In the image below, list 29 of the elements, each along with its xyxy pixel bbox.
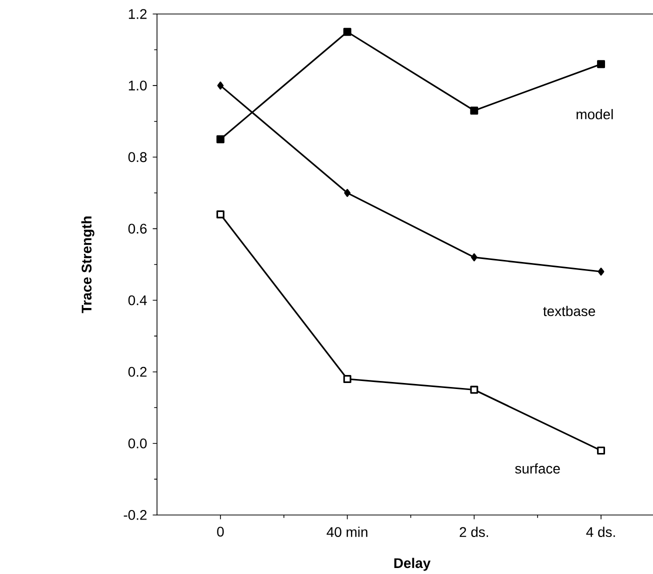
point — [598, 268, 604, 276]
y-axis-title: Trace Strength — [81, 216, 94, 314]
y-tick-label: 1.2 — [128, 9, 147, 19]
x-tick-label: 4 ds. — [586, 526, 615, 538]
point — [216, 135, 224, 144]
x-tick-label: 40 min — [326, 526, 368, 538]
x-axis-title: Delay — [394, 558, 431, 571]
y-tick-label: 0.8 — [128, 152, 147, 162]
point — [344, 188, 350, 197]
y-tick-label: 0.2 — [128, 366, 147, 377]
text: model — [576, 109, 613, 120]
point — [343, 375, 352, 383]
point — [216, 210, 224, 218]
point — [597, 60, 606, 68]
point — [217, 82, 224, 90]
point — [597, 446, 606, 455]
point — [470, 106, 478, 115]
x-tick-label: 2 ds. — [460, 526, 488, 538]
point — [343, 28, 352, 36]
x-tick-label: 0 — [217, 526, 224, 537]
text: textbase — [543, 306, 596, 316]
point — [470, 253, 478, 262]
point — [470, 386, 478, 394]
text: surface — [515, 463, 560, 474]
y-tick-label: 0.4 — [128, 295, 147, 306]
y-tick-label: 1.0 — [128, 80, 147, 90]
y-tick-label: -0.2 — [124, 510, 147, 520]
y-tick-label: 0.6 — [128, 224, 147, 234]
y-tick-label: 0.0 — [128, 438, 147, 448]
